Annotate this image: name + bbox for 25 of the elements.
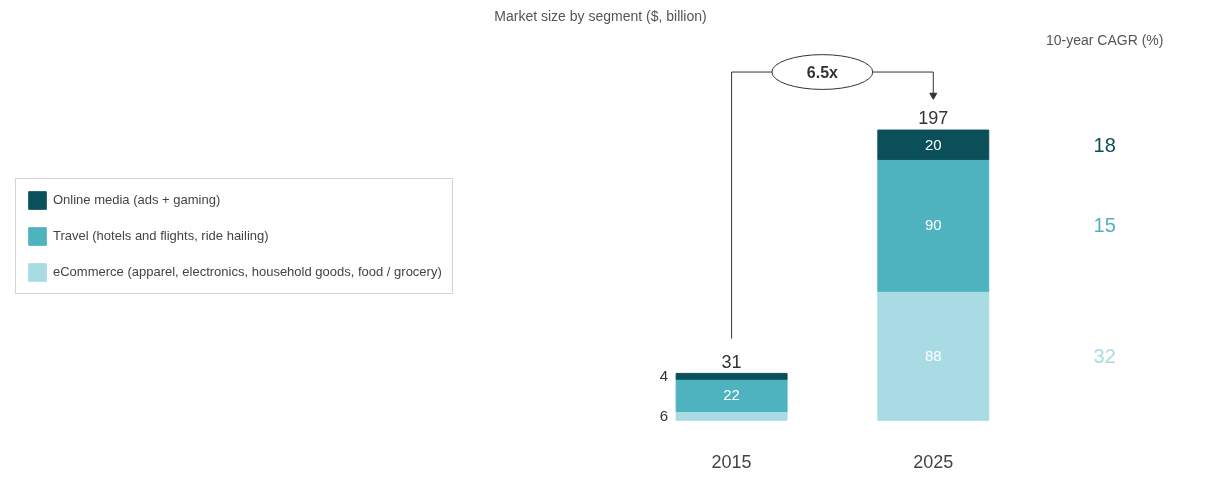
data-label: 90 xyxy=(924,216,942,234)
data-label: 6 xyxy=(659,406,669,424)
data-label: 88 xyxy=(924,346,942,364)
bar xyxy=(675,410,788,421)
bar xyxy=(877,158,990,292)
text: 18 xyxy=(1093,133,1116,156)
bar xyxy=(675,378,788,412)
chart-title: Market size by segment ($, billion) xyxy=(494,7,707,24)
text: 15 xyxy=(1093,214,1116,237)
data-label: 4 xyxy=(659,367,669,385)
data-label: 20 xyxy=(924,135,942,153)
x-tick-label: 2015 xyxy=(711,451,752,472)
bar xyxy=(877,290,990,421)
legend-label: Online media (ads + gaming) xyxy=(53,192,221,207)
text: 10-year CAGR (%) xyxy=(1046,32,1164,49)
legend-label: Travel (hotels and flights, ride hailing) xyxy=(53,228,269,243)
data-label: 22 xyxy=(723,386,740,404)
text: 32 xyxy=(1093,344,1116,367)
bar xyxy=(877,129,990,160)
x-tick-label: 2025 xyxy=(913,451,954,472)
total-label: 197 xyxy=(918,108,949,129)
legend-label: eCommerce (apparel, electronics, household goods, food / grocery) xyxy=(53,264,442,279)
total-label: 31 xyxy=(721,351,742,372)
text: 6.5x xyxy=(806,63,839,81)
bar xyxy=(675,372,788,380)
